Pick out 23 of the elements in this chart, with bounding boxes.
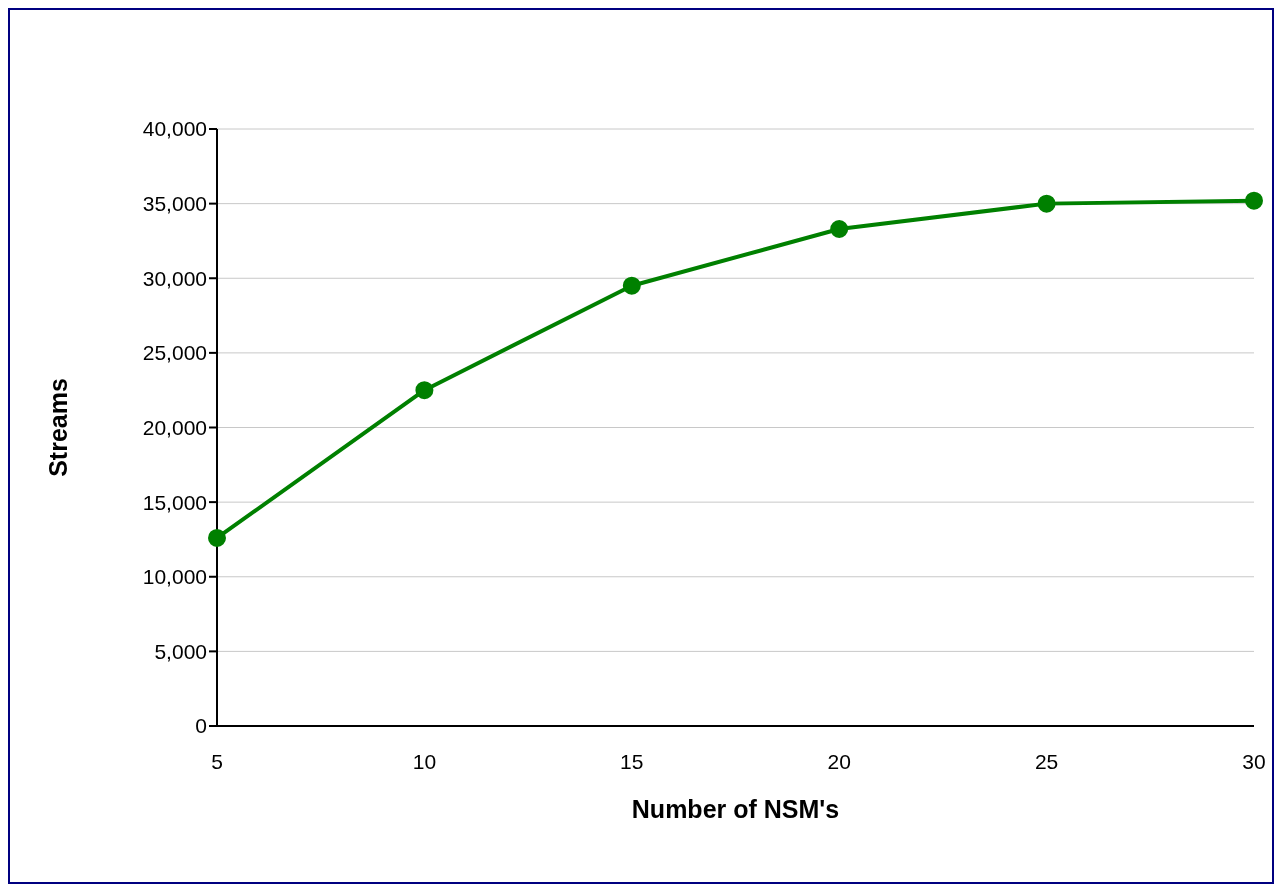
y-tick-label: 25,000 — [142, 341, 207, 365]
point — [1037, 194, 1056, 213]
y-tick-label: 40,000 — [142, 117, 207, 141]
x-tick-label: 10 — [412, 749, 437, 773]
point — [830, 220, 849, 238]
y-tick-label: 30,000 — [142, 266, 207, 290]
point — [622, 276, 641, 295]
y-axis-title: Streams — [43, 378, 72, 477]
x-tick-label: 20 — [827, 749, 851, 773]
point — [1245, 191, 1263, 210]
y-tick-label: 15,000 — [142, 490, 207, 514]
y-tick-label: 35,000 — [142, 192, 207, 216]
y-tick-label: 5,000 — [154, 639, 207, 663]
x-axis-title: Number of NSM's — [631, 795, 840, 823]
point — [415, 381, 434, 400]
y-tick-label: 20,000 — [142, 415, 207, 439]
x-tick-label: 25 — [1034, 749, 1059, 773]
x-tick-label: 5 — [211, 749, 223, 773]
y-tick-label: 10,000 — [142, 565, 207, 589]
point — [208, 528, 226, 547]
x-tick-label: 15 — [620, 749, 644, 773]
y-tick-label: 0 — [195, 714, 207, 738]
x-tick-label: 30 — [1242, 749, 1266, 773]
